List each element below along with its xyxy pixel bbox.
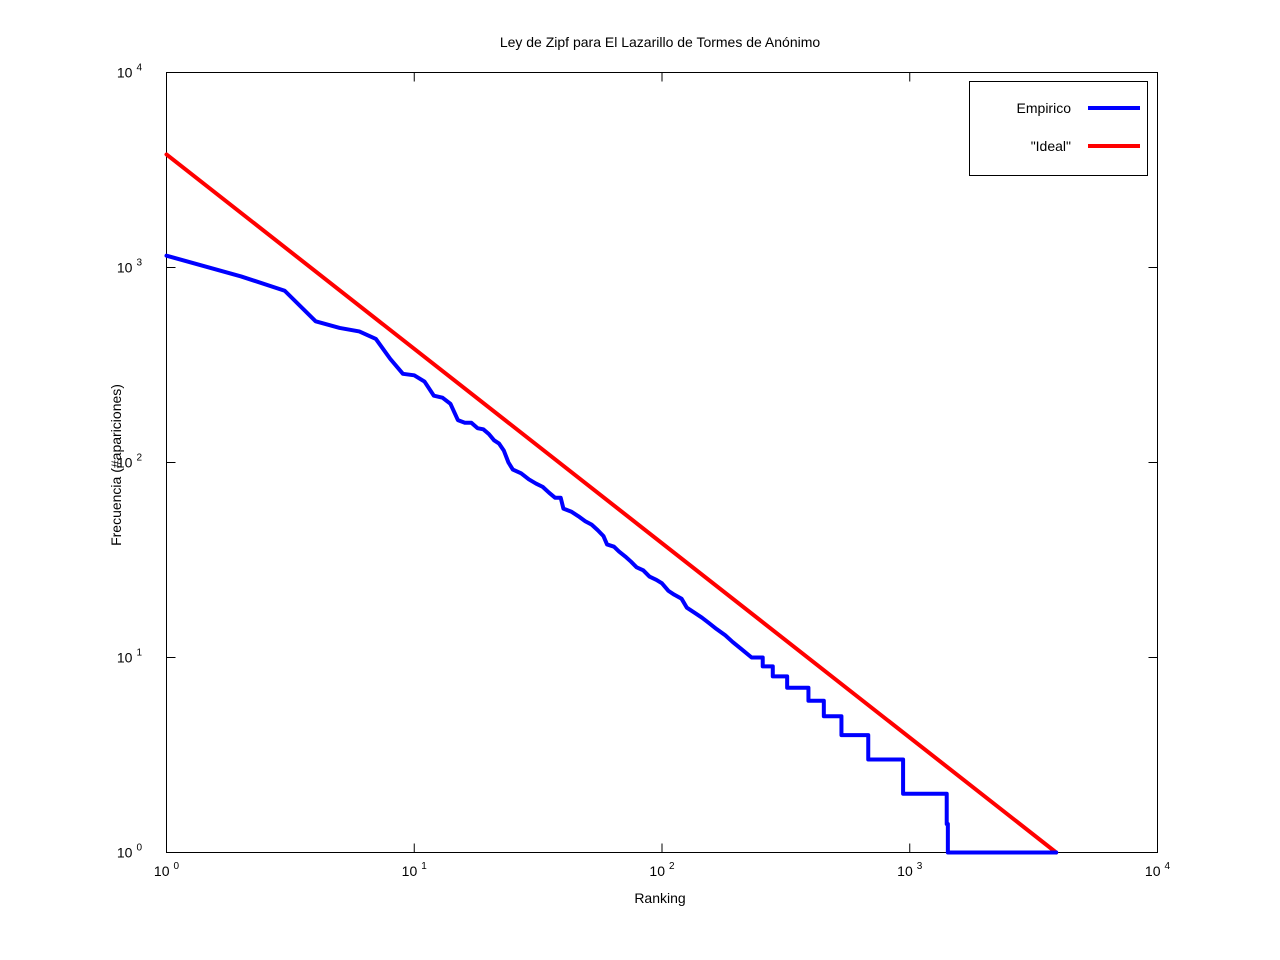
x-tick-label: 10 3: [897, 861, 923, 879]
x-tick-exponent: 3: [917, 861, 923, 872]
x-tick-base: 10: [649, 863, 665, 879]
y-axis-label: Frecuencia (#apariciones): [108, 384, 124, 546]
series-line-empirico: [164, 253, 1059, 855]
x-tick-labels: 10 0 10 1 10 2 10 3 10 4: [154, 861, 1171, 879]
x-tick-exponent: 4: [1165, 861, 1171, 872]
chart-title: Ley de Zipf para El Lazarillo de Tormes …: [500, 34, 821, 50]
y-tick-exponent: 3: [136, 258, 142, 269]
y-tick-label: 10 0: [117, 843, 143, 861]
series-line-ideal: [164, 152, 1059, 855]
plot-area-frame: [166, 72, 1158, 853]
x-tick-label: 10 0: [154, 861, 180, 879]
axis-ticks: [166, 72, 1158, 853]
series-layer: [164, 152, 1059, 855]
y-tick-label: 10 4: [117, 63, 143, 81]
x-tick-base: 10: [402, 863, 418, 879]
x-tick-exponent: 2: [669, 861, 675, 872]
x-tick-label: 10 4: [1145, 861, 1171, 879]
y-tick-base: 10: [117, 845, 133, 861]
legend-label-ideal: "Ideal": [1031, 138, 1071, 154]
x-tick-exponent: 1: [421, 861, 427, 872]
x-tick-base: 10: [897, 863, 913, 879]
y-tick-base: 10: [117, 455, 133, 471]
y-tick-label: 10 3: [117, 258, 143, 276]
y-tick-exponent: 0: [136, 843, 142, 854]
legend: Empirico "Ideal": [969, 81, 1148, 176]
y-tick-label: 10 1: [117, 648, 143, 666]
legend-box: [969, 81, 1148, 176]
y-tick-label: 10 2: [117, 453, 143, 471]
y-tick-exponent: 2: [136, 453, 142, 464]
legend-label-empirico: Empirico: [1017, 100, 1072, 116]
y-tick-exponent: 1: [136, 648, 142, 659]
x-tick-label: 10 2: [649, 861, 675, 879]
x-axis-label: Ranking: [634, 890, 685, 906]
x-tick-label: 10 1: [402, 861, 428, 879]
x-tick-base: 10: [1145, 863, 1161, 879]
y-tick-base: 10: [117, 650, 133, 666]
x-tick-exponent: 0: [174, 861, 180, 872]
y-tick-base: 10: [117, 260, 133, 276]
y-tick-base: 10: [117, 65, 133, 81]
x-tick-base: 10: [154, 863, 170, 879]
y-tick-exponent: 4: [136, 63, 142, 74]
